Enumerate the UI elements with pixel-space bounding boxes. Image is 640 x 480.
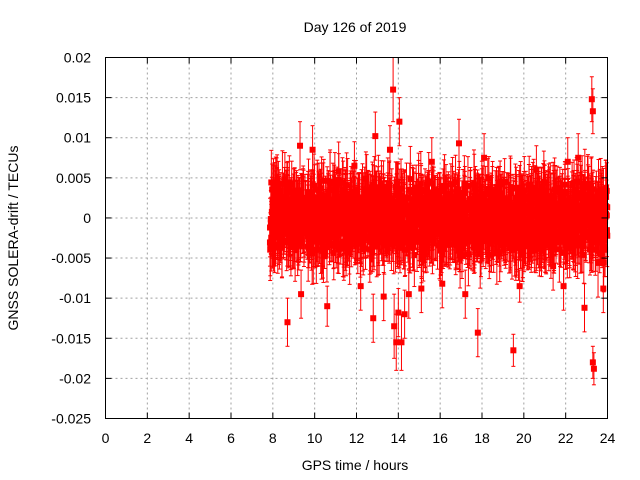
- data-point: [378, 188, 385, 195]
- data-point: [389, 223, 396, 230]
- data-point: [364, 190, 371, 197]
- data-series: [266, 57, 611, 386]
- data-point: [595, 259, 602, 266]
- data-point: [420, 239, 427, 246]
- data-point: [423, 241, 430, 248]
- chart-title: Day 126 of 2019: [304, 19, 407, 35]
- data-point: [268, 179, 275, 186]
- data-point: [375, 184, 382, 191]
- data-point: [470, 181, 477, 188]
- data-point: [373, 190, 380, 197]
- data-point: [601, 207, 608, 214]
- data-point: [305, 189, 312, 196]
- data-point: [580, 251, 587, 258]
- data-point: [485, 175, 492, 182]
- data-point: [600, 259, 607, 266]
- data-point: [441, 183, 448, 190]
- data-point: [410, 189, 417, 196]
- data-point: [331, 180, 338, 187]
- data-point: [579, 235, 586, 242]
- data-point: [406, 186, 413, 193]
- data-point: [279, 180, 286, 187]
- data-point: [305, 243, 312, 250]
- data-point: [313, 226, 320, 233]
- data-point: [586, 246, 593, 253]
